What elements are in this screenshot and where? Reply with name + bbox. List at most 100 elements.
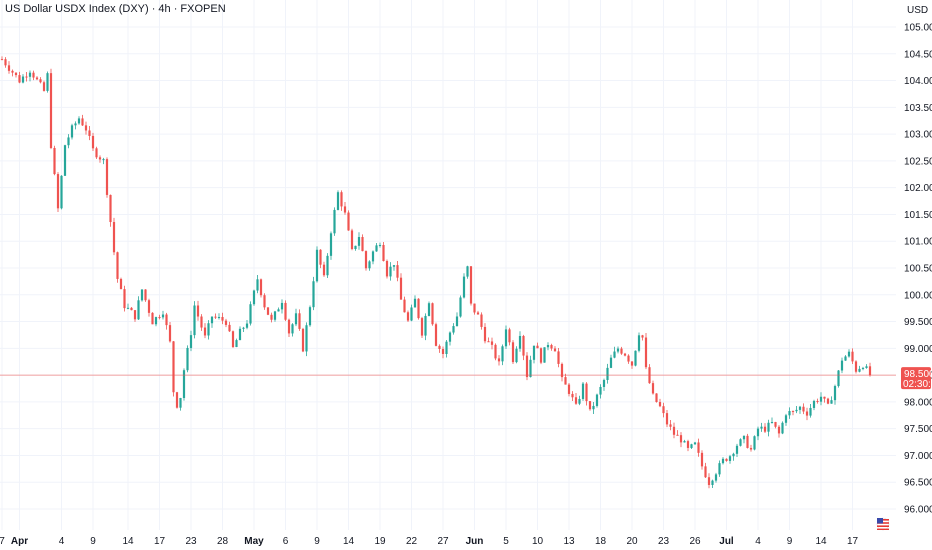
candle	[214, 313, 217, 320]
candle-body	[735, 445, 739, 454]
us-flag-icon[interactable]	[876, 517, 890, 531]
candle	[144, 289, 147, 302]
candle	[18, 71, 21, 84]
last-price-tag: 98.500 02:30:18	[901, 367, 932, 390]
candle-body	[249, 304, 252, 324]
candle	[60, 175, 63, 210]
candle-body	[588, 401, 592, 410]
candle	[550, 343, 553, 351]
candle	[560, 362, 564, 382]
candle	[175, 391, 179, 409]
candle	[273, 310, 277, 322]
candle	[536, 342, 539, 349]
candle-body	[280, 302, 284, 310]
candle	[522, 334, 525, 361]
candle-body	[4, 59, 7, 66]
candle	[249, 301, 252, 326]
candle-body	[126, 307, 130, 309]
candle	[56, 172, 60, 212]
candle	[704, 462, 707, 478]
x-tick-label: 26	[689, 536, 701, 547]
x-tick-label: 18	[595, 536, 607, 547]
candle	[609, 354, 613, 369]
candle	[207, 320, 210, 340]
candle-body	[518, 335, 522, 349]
candle	[0, 56, 4, 61]
candle-body	[809, 407, 812, 416]
candle-body	[767, 422, 770, 432]
candle-body	[847, 351, 851, 357]
candle	[319, 249, 322, 269]
candle-body	[137, 300, 140, 320]
candle	[721, 457, 725, 465]
y-axis[interactable]: 105.000 104.500 104.000 103.500 103.000 102.5…	[904, 23, 932, 516]
candle-body	[175, 392, 179, 408]
x-tick-label: Jun	[466, 536, 484, 547]
candle-body	[25, 76, 28, 78]
candle-body	[259, 279, 263, 296]
y-tick-label: 103.000	[904, 130, 932, 141]
candle-body	[98, 157, 102, 160]
candle	[252, 289, 256, 306]
candle	[791, 410, 795, 416]
candle-body	[406, 312, 410, 321]
candle	[788, 407, 791, 419]
candle	[182, 368, 186, 401]
candle-body	[375, 245, 378, 252]
candle	[280, 299, 284, 314]
candle	[221, 312, 224, 325]
candle-body	[861, 367, 865, 369]
candle-body	[721, 458, 725, 464]
candle-body	[700, 452, 704, 467]
candle	[868, 362, 872, 377]
candle	[291, 323, 294, 337]
x-tick-label: 6	[283, 536, 289, 547]
candle	[186, 345, 189, 373]
x-tick-label: Jul	[719, 536, 734, 547]
y-tick-label: 102.500	[904, 156, 932, 167]
candle	[158, 314, 161, 320]
candle	[455, 312, 459, 327]
candle	[35, 76, 39, 81]
candle-body	[326, 255, 329, 276]
candle	[749, 444, 753, 452]
candle	[490, 337, 494, 350]
x-tick-label: Apr	[11, 536, 28, 547]
candle	[420, 316, 424, 338]
candle-body	[774, 421, 777, 427]
candle-body	[441, 348, 445, 354]
candle-body	[378, 244, 382, 246]
candle-body	[529, 359, 532, 378]
candle	[767, 419, 770, 437]
candle-body	[189, 335, 193, 348]
candle	[711, 479, 714, 488]
candle-body	[602, 380, 606, 387]
candle	[329, 231, 333, 260]
candle-body	[550, 345, 553, 349]
candle-body	[676, 434, 679, 436]
x-axis[interactable]: 7 Apr 4 9 14 17 23 28 May 6 9 14 19 22 27 Jun 5 10 13 18 20 2…	[0, 536, 858, 547]
x-tick-label: 20	[626, 536, 638, 547]
candle-body	[609, 357, 613, 368]
candle	[126, 303, 130, 310]
candle-body	[424, 315, 427, 336]
candle	[424, 313, 427, 341]
candle	[819, 392, 823, 406]
candle	[774, 421, 777, 429]
candle-body	[284, 302, 287, 320]
candle	[697, 438, 700, 457]
candle	[109, 194, 112, 227]
candle	[434, 322, 438, 347]
candle	[861, 366, 865, 371]
candle-body	[620, 348, 623, 354]
candle-body	[210, 316, 214, 324]
candle	[238, 326, 242, 341]
candle	[599, 384, 602, 399]
candle-body	[382, 244, 385, 262]
candle	[543, 347, 546, 363]
candle-body	[634, 350, 637, 366]
candle-body	[123, 289, 126, 309]
candle	[119, 277, 123, 290]
